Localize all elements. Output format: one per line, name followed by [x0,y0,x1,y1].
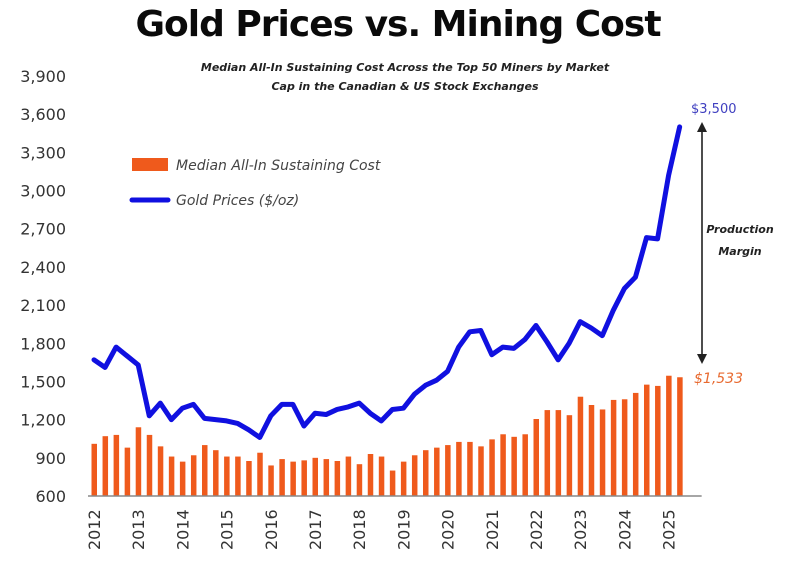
cost-bar [290,461,296,496]
cost-bar [91,443,97,496]
cost-bar [202,445,208,496]
cost-bar [588,405,595,496]
cost-bar [356,464,363,496]
x-tick-label: 2021 [483,509,502,550]
x-tick-label: 2024 [615,509,634,550]
y-tick-label: 1,500 [20,372,66,391]
x-tick-label: 2022 [527,509,546,550]
x-tick-label: 2012 [85,509,104,550]
cost-bar [489,439,495,496]
cost-bar [434,447,440,496]
y-axis: 600 900 1,200 1,500 1,800 2,100 2,400 2,700 3,00… [20,67,66,506]
x-axis: 2012 2013 2014 2015 2016 2017 2018 2019 2020 2021… [85,509,679,550]
arrow-down-icon [697,354,707,364]
cost-bar [621,399,628,496]
cost-bar [323,459,330,496]
y-tick-label: 1,800 [20,334,66,353]
cost-bar [389,470,396,496]
cost-bar [478,446,484,496]
x-tick-label: 2025 [660,509,679,550]
y-tick-label: 2,100 [20,296,66,315]
cost-bar [102,436,109,496]
gold-end-label: $3,500 [691,102,737,117]
y-tick-label: 3,600 [20,105,66,124]
cost-bar [400,461,407,496]
cost-bar [655,385,661,496]
chart-title: Gold Prices vs. Mining Cost [135,4,661,45]
cost-bar [279,459,285,496]
cost-bar [544,410,551,496]
cost-bar [511,436,517,496]
cost-bar [533,419,539,496]
cost-bar [124,447,131,496]
margin-label-line-2: Margin [718,245,761,258]
cost-bar [610,399,617,496]
cost-bar [445,445,451,496]
cost-bar [467,441,473,496]
arrow-up-icon [697,122,707,132]
x-tick-label: 2017 [306,509,325,550]
cost-bar [257,452,263,496]
x-tick-label: 2013 [129,509,148,550]
cost-bar [168,456,175,496]
x-tick-label: 2014 [173,509,192,550]
x-tick-label: 2020 [439,509,458,550]
cost-bar [378,456,385,496]
cost-bar [411,455,418,496]
y-tick-label: 3,900 [20,67,66,86]
legend-label-gold: Gold Prices ($/oz) [176,193,299,209]
cost-bar [312,457,318,496]
cost-bar [345,456,352,496]
x-tick-label: 2018 [350,509,369,550]
y-tick-label: 3,000 [20,182,66,201]
y-tick-label: 600 [35,487,66,506]
legend-label-cost: Median All-In Sustaining Cost [176,158,381,174]
cost-bar [367,454,374,496]
cost-bar [500,434,506,496]
cost-bar [179,461,186,496]
gold-price-line [91,124,683,440]
legend: Median All-In Sustaining Cost Gold Price… [129,158,381,209]
x-tick-label: 2016 [262,509,281,550]
cost-bar [190,455,197,496]
legend-swatch-cost [132,158,168,171]
cost-bar [135,427,142,496]
cost-bar [677,377,683,496]
cost-bar [577,396,584,496]
cost-bar [666,375,672,496]
cost-bar [235,456,241,496]
cost-bar [157,446,164,496]
cost-bar [423,450,429,496]
cost-bar [301,460,307,496]
cost-bar [224,456,230,496]
x-tick-label: 2023 [571,509,590,550]
y-tick-label: 900 [35,449,66,468]
cost-bar [566,415,573,496]
cost-bar [555,410,562,496]
cost-bar [268,465,274,496]
cost-end-label: $1,533 [694,371,743,387]
cost-bar [522,434,528,496]
y-tick-label: 2,400 [20,258,66,277]
cost-bar [146,434,153,496]
x-tick-label: 2015 [218,509,237,550]
chart-subtitle-line-1: Median All-In Sustaining Cost Across the… [201,61,610,74]
cost-bars [91,375,683,496]
y-tick-label: 1,200 [20,411,66,430]
y-tick-label: 2,700 [20,220,66,239]
cost-bar [334,461,341,496]
cost-bar [456,441,462,496]
cost-bar [246,461,252,496]
cost-bar [644,384,650,496]
production-margin-annotation: Production Margin [697,122,774,364]
chart-subtitle-line-2: Cap in the Canadian & US Stock Exchanges [271,80,539,93]
margin-label-line-1: Production [706,223,774,236]
x-tick-label: 2019 [394,509,413,550]
y-tick-label: 3,300 [20,143,66,162]
cost-bar [113,434,120,496]
cost-bar [632,392,639,496]
cost-bar [213,450,219,496]
cost-bar [599,409,606,496]
